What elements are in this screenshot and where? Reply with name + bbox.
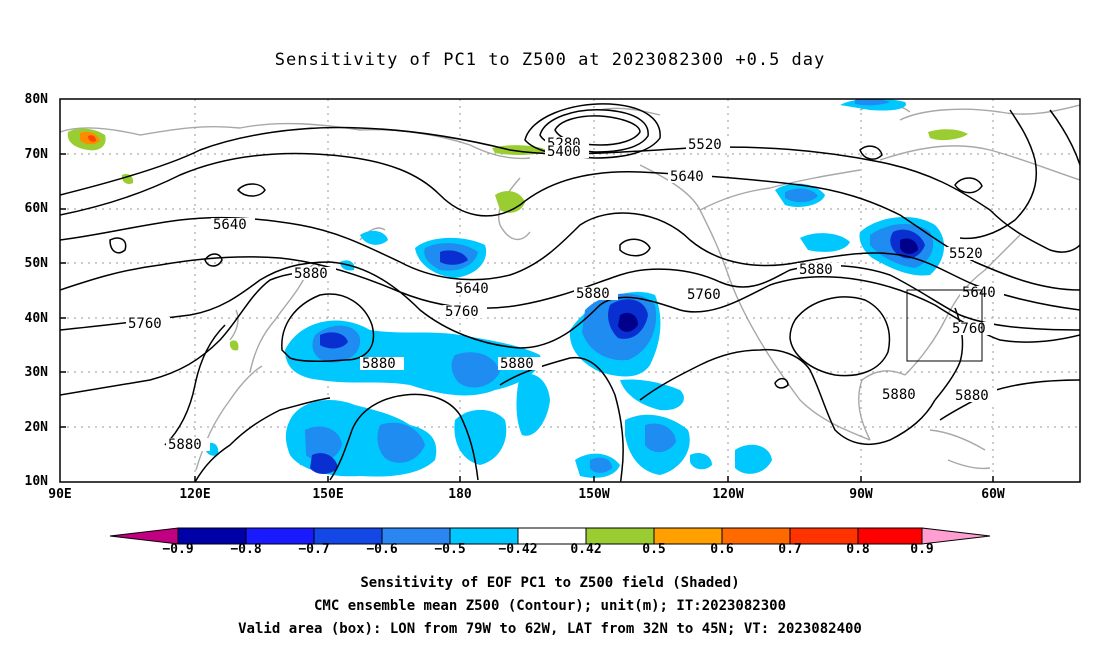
contour-label-5520-b: 5520 <box>949 246 983 262</box>
lon-label-150w: 150W <box>578 487 610 502</box>
colorbar-right-arrow <box>921 527 991 545</box>
lon-label-90w: 90W <box>849 487 873 502</box>
colorbar-label-p042: 0.42 <box>570 542 602 557</box>
lon-label-60w: 60W <box>981 487 1005 502</box>
caption-line-3: Valid area (box): LON from 79W to 62W, L… <box>238 621 862 637</box>
graticule <box>60 99 1080 482</box>
colorbar-label-m08: −0.8 <box>230 542 262 557</box>
colorbar-label-p07: 0.7 <box>778 542 802 557</box>
contour-label-5640-c: 5640 <box>455 281 489 297</box>
lon-label-90e: 90E <box>48 487 72 502</box>
lat-label-40n: 40N <box>24 311 48 326</box>
contour-label-5520-a: 5520 <box>688 137 722 153</box>
colorbar-label-m09: −0.9 <box>162 542 194 557</box>
lat-label-60n: 60N <box>24 201 48 216</box>
lat-label-50n: 50N <box>24 256 48 271</box>
contour-label-5400: 5400 <box>547 144 581 160</box>
contour-label-5880-h: 5880 <box>168 437 202 453</box>
colorbar-label-m05: −0.5 <box>434 542 466 557</box>
z500-contours <box>60 103 1080 482</box>
caption-line-1: Sensitivity of EOF PC1 to Z500 field (Sh… <box>360 575 740 591</box>
lon-label-180: 180 <box>448 487 472 502</box>
colorbar <box>109 527 991 545</box>
contour-label-5880-b: 5880 <box>576 286 610 302</box>
colorbar-label-m07: −0.7 <box>298 542 330 557</box>
lat-label-30n: 30N <box>24 365 48 380</box>
contour-label-5880-g: 5880 <box>955 388 989 404</box>
colorbar-label-m06: −0.6 <box>366 542 398 557</box>
colorbar-label-p08: 0.8 <box>846 542 870 557</box>
lon-label-150e: 150E <box>312 487 344 502</box>
map-frame <box>59 98 1081 483</box>
colorbar-label-p06: 0.6 <box>710 542 734 557</box>
lon-label-120w: 120W <box>712 487 744 502</box>
contour-label-5880-c: 5880 <box>362 356 396 372</box>
lat-label-70n: 70N <box>24 147 48 162</box>
lat-label-10n: 10N <box>24 474 48 489</box>
axis-ticks <box>60 153 994 482</box>
lat-label-80n: 80N <box>24 92 48 107</box>
lon-label-120e: 120E <box>179 487 211 502</box>
caption-line-2: CMC ensemble mean Z500 (Contour); unit(m… <box>313 598 786 614</box>
contour-label-5760-c: 5760 <box>687 287 721 303</box>
sensitivity-shading <box>67 99 968 478</box>
contour-label-5760-b: 5760 <box>445 304 479 320</box>
lat-label-20n: 20N <box>24 420 48 435</box>
contour-label-5880-d: 5880 <box>799 262 833 278</box>
valid-area-box <box>906 289 983 362</box>
map-title: Sensitivity of PC1 to Z500 at 2023082300… <box>274 50 826 70</box>
colorbar-label-p09: 0.9 <box>910 542 934 557</box>
contour-label-5640-b: 5640 <box>213 217 247 233</box>
contour-label-5640-d: 5640 <box>962 285 996 301</box>
contour-label-5760-d: 5760 <box>952 321 986 337</box>
colorbar-label-p05: 0.5 <box>642 542 666 557</box>
colorbar-label-m042: −0.42 <box>498 542 538 557</box>
contour-label-5880-f: 5880 <box>882 387 916 403</box>
contour-label-5880-a: 5880 <box>294 266 328 282</box>
contour-label-5760-a: 5760 <box>128 316 162 332</box>
contour-label-5640-a: 5640 <box>670 169 704 185</box>
contour-label-5880-e: 5880 <box>500 356 534 372</box>
